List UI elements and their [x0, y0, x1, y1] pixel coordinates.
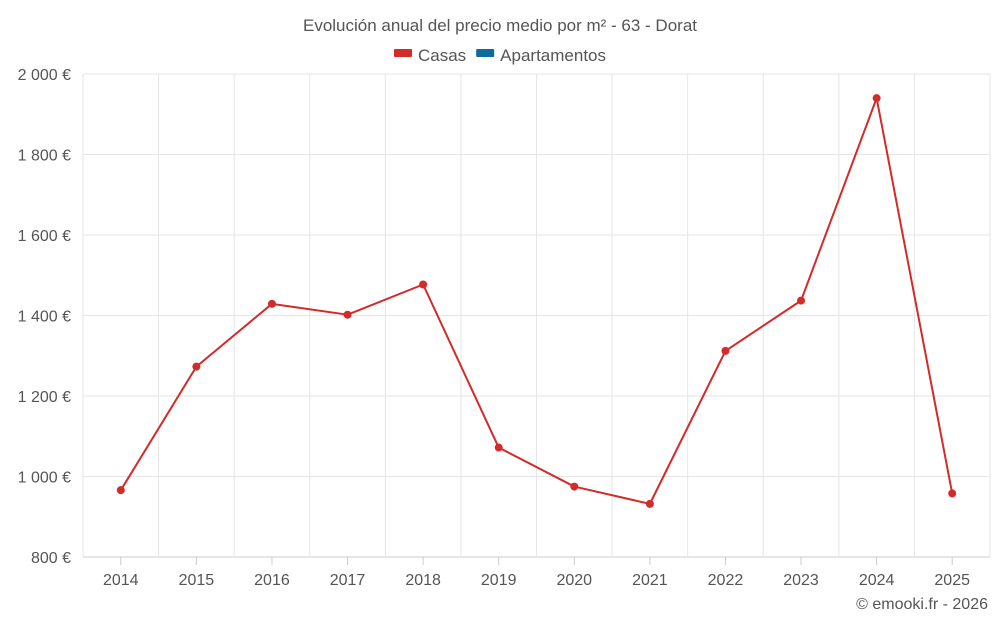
- data-point-2022[interactable]: [721, 346, 730, 355]
- legend-label: Apartamentos: [500, 46, 606, 65]
- data-point-2021[interactable]: [645, 499, 654, 508]
- y-axis-ticks: 800 € 1 000 € 1 200 € 1 400 € 1 600 € 1 800 €…: [18, 67, 71, 567]
- y-tick-label: 2 000 €: [18, 67, 71, 84]
- chart-title: Evolución anual del precio medio por m² …: [303, 16, 697, 35]
- x-tick-label: 2020: [556, 572, 592, 589]
- legend-swatch: [393, 49, 412, 57]
- legend-swatch: [476, 49, 495, 57]
- data-point-2025[interactable]: [948, 489, 957, 498]
- y-tick-label: 1 000 €: [18, 470, 71, 487]
- data-point-2016[interactable]: [267, 299, 276, 308]
- x-tick-label: 2021: [632, 572, 668, 589]
- x-tick-label: 2022: [708, 572, 744, 589]
- series-group: [116, 94, 957, 508]
- x-tick-label: 2017: [330, 572, 366, 589]
- data-point-2019[interactable]: [494, 443, 503, 452]
- y-tick-label: 1 800 €: [18, 148, 71, 165]
- y-tick-label: 800 €: [31, 550, 71, 567]
- x-tick-label: 2014: [103, 572, 139, 589]
- x-axis-ticks: 2014 2015 2016 2017 2018 2019 2020 2021 2022 2023…: [103, 557, 970, 589]
- data-point-2018[interactable]: [419, 280, 428, 289]
- series-line-casas: [119, 97, 954, 505]
- data-point-2017[interactable]: [343, 310, 352, 319]
- data-point-2020[interactable]: [570, 482, 579, 491]
- y-tick-label: 1 200 €: [18, 389, 71, 406]
- data-point-2023[interactable]: [797, 296, 806, 305]
- y-tick-label: 1 400 €: [18, 309, 71, 326]
- data-point-2015[interactable]: [192, 362, 201, 371]
- legend-item-casas[interactable]: Casas: [393, 46, 466, 65]
- data-point-2024[interactable]: [872, 94, 881, 103]
- y-tick-label: 1 600 €: [18, 228, 71, 245]
- x-tick-label: 2015: [179, 572, 215, 589]
- legend-item-apartamentos[interactable]: Apartamentos: [476, 46, 606, 65]
- x-tick-label: 2024: [859, 572, 895, 589]
- legend: Casas Apartamentos: [393, 46, 606, 65]
- x-tick-label: 2019: [481, 572, 517, 589]
- x-gridlines: [82, 74, 991, 557]
- x-tick-label: 2018: [405, 572, 441, 589]
- x-tick-label: 2023: [783, 572, 819, 589]
- legend-label: Casas: [418, 46, 466, 65]
- data-point-2014[interactable]: [116, 486, 125, 495]
- credit-text: © emooki.fr - 2026: [856, 596, 988, 613]
- x-tick-label: 2016: [254, 572, 290, 589]
- x-tick-label: 2025: [934, 572, 970, 589]
